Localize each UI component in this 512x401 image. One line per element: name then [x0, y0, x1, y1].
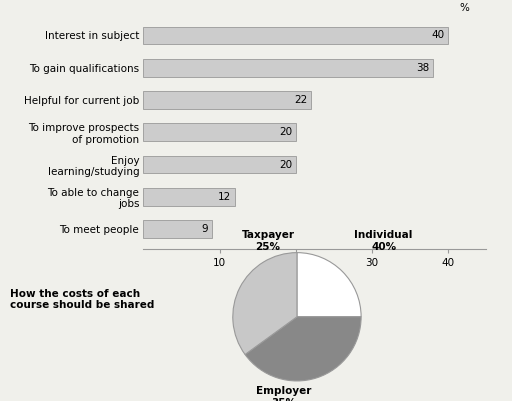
Wedge shape: [297, 253, 361, 317]
Bar: [143, 91, 311, 109]
Wedge shape: [245, 317, 361, 381]
Text: Employer
35%: Employer 35%: [257, 386, 312, 401]
Bar: [143, 188, 235, 206]
Text: 22: 22: [294, 95, 307, 105]
Bar: [143, 220, 212, 238]
Text: How the costs of each
course should be shared: How the costs of each course should be s…: [10, 289, 155, 310]
Wedge shape: [233, 253, 297, 354]
Bar: [143, 59, 433, 77]
Text: %: %: [460, 3, 470, 13]
Text: 38: 38: [416, 63, 429, 73]
Text: Taxpayer
25%: Taxpayer 25%: [242, 230, 294, 252]
Bar: [143, 26, 449, 45]
Bar: [143, 156, 296, 174]
Text: 20: 20: [279, 160, 292, 170]
Text: 12: 12: [218, 192, 231, 202]
Text: Individual
40%: Individual 40%: [354, 230, 413, 252]
Text: 40: 40: [431, 30, 444, 41]
Text: 9: 9: [202, 224, 208, 234]
Text: 20: 20: [279, 128, 292, 137]
Bar: [143, 124, 296, 141]
